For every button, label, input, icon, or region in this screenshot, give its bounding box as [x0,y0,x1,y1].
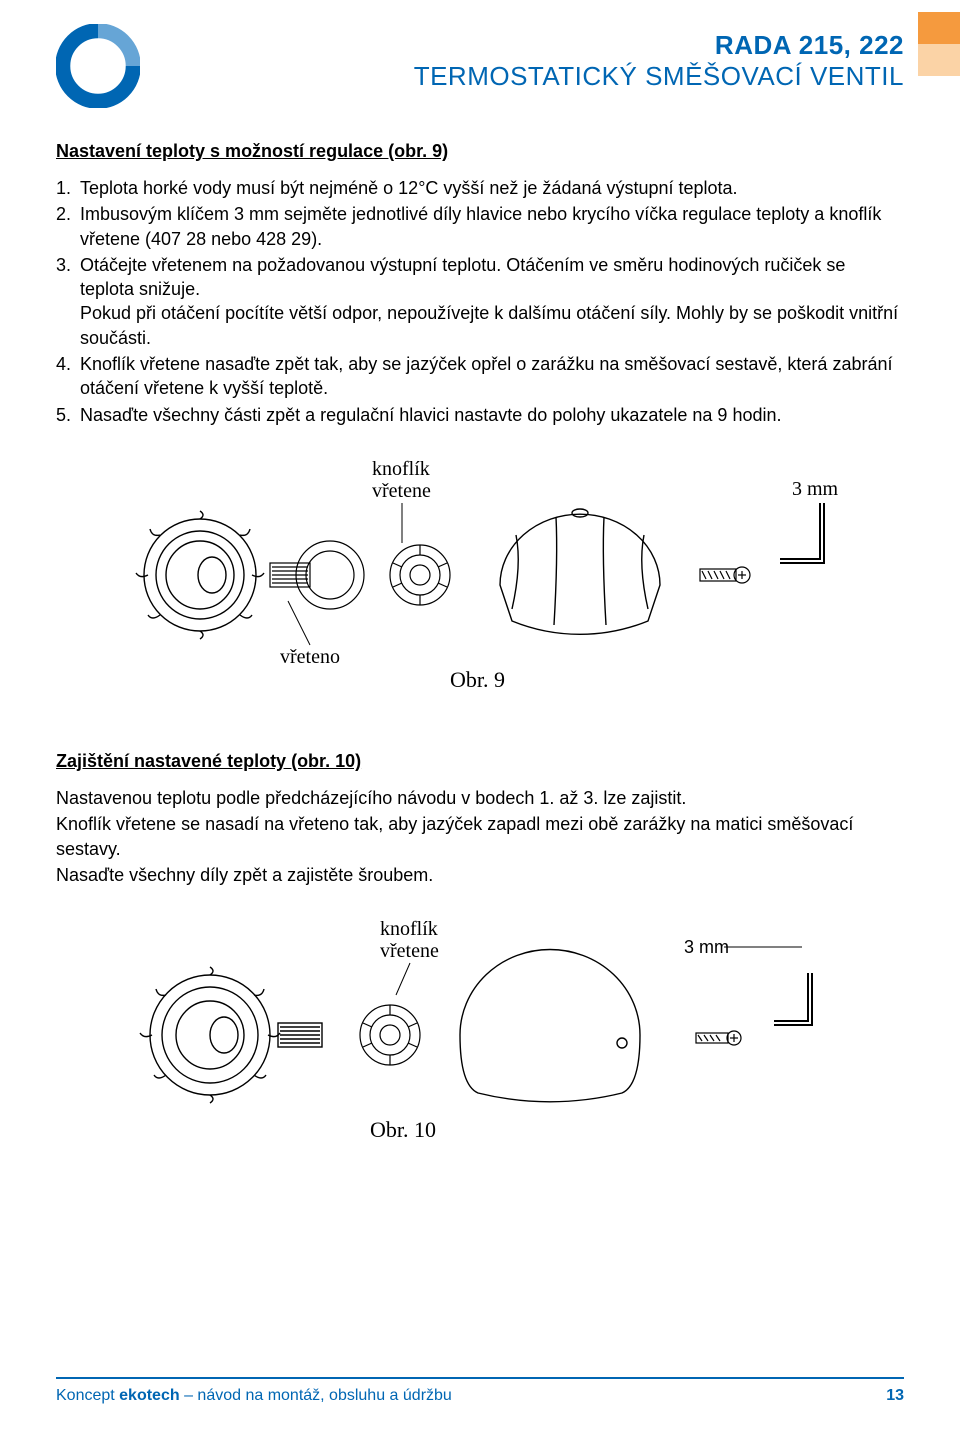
fig9-base-ring [136,511,264,639]
figure-9: knoflík vřetene vřeteno [56,455,904,695]
doc-title-line2: TERMOSTATICKÝ SMĚŠOVACÍ VENTIL [152,61,904,92]
brand-logo [56,24,140,113]
para: Nastavenou teplotu podle předcházejícího… [56,786,904,810]
section2-body: Nastavenou teplotu podle předcházejícího… [56,786,904,887]
heading-section2: Zajištění nastavené teploty (obr. 10) [56,751,904,772]
fig10-label-knob-2: vřetene [380,940,439,962]
fig9-spindle [270,541,364,609]
fig9-label-spindle: vřeteno [280,646,340,668]
fig9-label-knob-2: vřetene [372,480,431,502]
fig9-caption: Obr. 9 [450,667,505,692]
list-item: 3.Otáčejte vřetenem na požadovanou výstu… [56,253,904,350]
page-number: 13 [886,1387,904,1405]
fig10-screw [696,1031,741,1045]
footer-brand2: ekotech [119,1387,179,1404]
heading-section1: Nastavení teploty s možností regulace (o… [56,141,904,162]
page-header: RADA 215, 222 TERMOSTATICKÝ SMĚŠOVACÍ VE… [56,24,904,113]
fig9-cap [500,509,660,634]
fig10-hex-key [774,973,812,1025]
para: Nasaďte všechny díly zpět a zajistěte šr… [56,863,904,887]
footer-left: Koncept ekotech – návod na montáž, obslu… [56,1387,452,1405]
fig10-knob [360,1005,420,1065]
fig10-base [140,967,322,1103]
doc-title-line1: RADA 215, 222 [152,30,904,61]
footer-brand1: Koncept [56,1387,119,1404]
list-item: 4.Knoflík vřetene nasaďte zpět tak, aby … [56,352,904,401]
fig10-label-knob-1: knoflík [380,918,438,940]
para: Knoflík vřetene se nasadí na vřeteno tak… [56,812,904,861]
instruction-list-1: 1.Teplota horké vody musí být nejméně o … [56,176,904,427]
fig9-screw [700,567,750,583]
list-item: 1.Teplota horké vody musí být nejméně o … [56,176,904,200]
footer-tail: – návod na montáž, obsluhu a údržbu [180,1387,452,1404]
list-item: 5.Nasaďte všechny části zpět a regulační… [56,403,904,427]
fig9-hex-key [780,503,824,563]
figure-10: knoflík vřetene [56,915,904,1145]
fig9-label-knob-1: knoflík [372,458,430,480]
fig10-dim: 3 mm [684,937,729,957]
fig10-caption: Obr. 10 [370,1117,436,1142]
fig9-knob [390,545,450,605]
corner-accent [918,12,960,76]
list-item: 2.Imbusovým klíčem 3 mm sejměte jednotli… [56,202,904,251]
page-footer: Koncept ekotech – návod na montáž, obslu… [56,1377,904,1405]
fig9-dim: 3 mm [792,478,839,500]
fig10-cap [460,950,640,1102]
